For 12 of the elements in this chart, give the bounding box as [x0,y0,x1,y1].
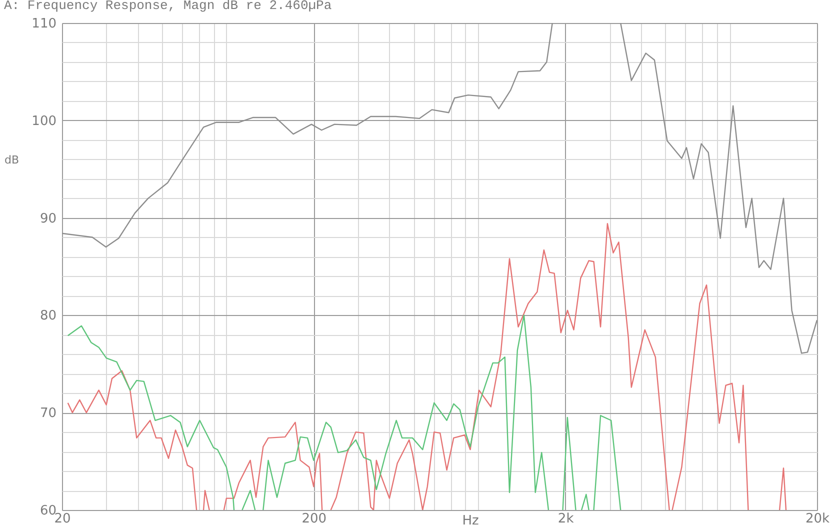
y-axis-title: dB [4,154,20,166]
y-tick-label: 110 [32,16,56,32]
y-tick-label: 90 [40,211,56,226]
y-tick-label: 60 [40,504,56,518]
y-tick-label: 100 [32,114,56,129]
x-tick-label: 20 [54,512,71,526]
x-tick-label: 2k [558,512,574,526]
y-tick-label: 80 [40,308,56,324]
x-tick-label: 200 [302,512,327,526]
y-tick-label: 70 [40,406,56,422]
x-tick-label: 20k [805,512,830,526]
x-axis-title: Hz [462,514,479,528]
